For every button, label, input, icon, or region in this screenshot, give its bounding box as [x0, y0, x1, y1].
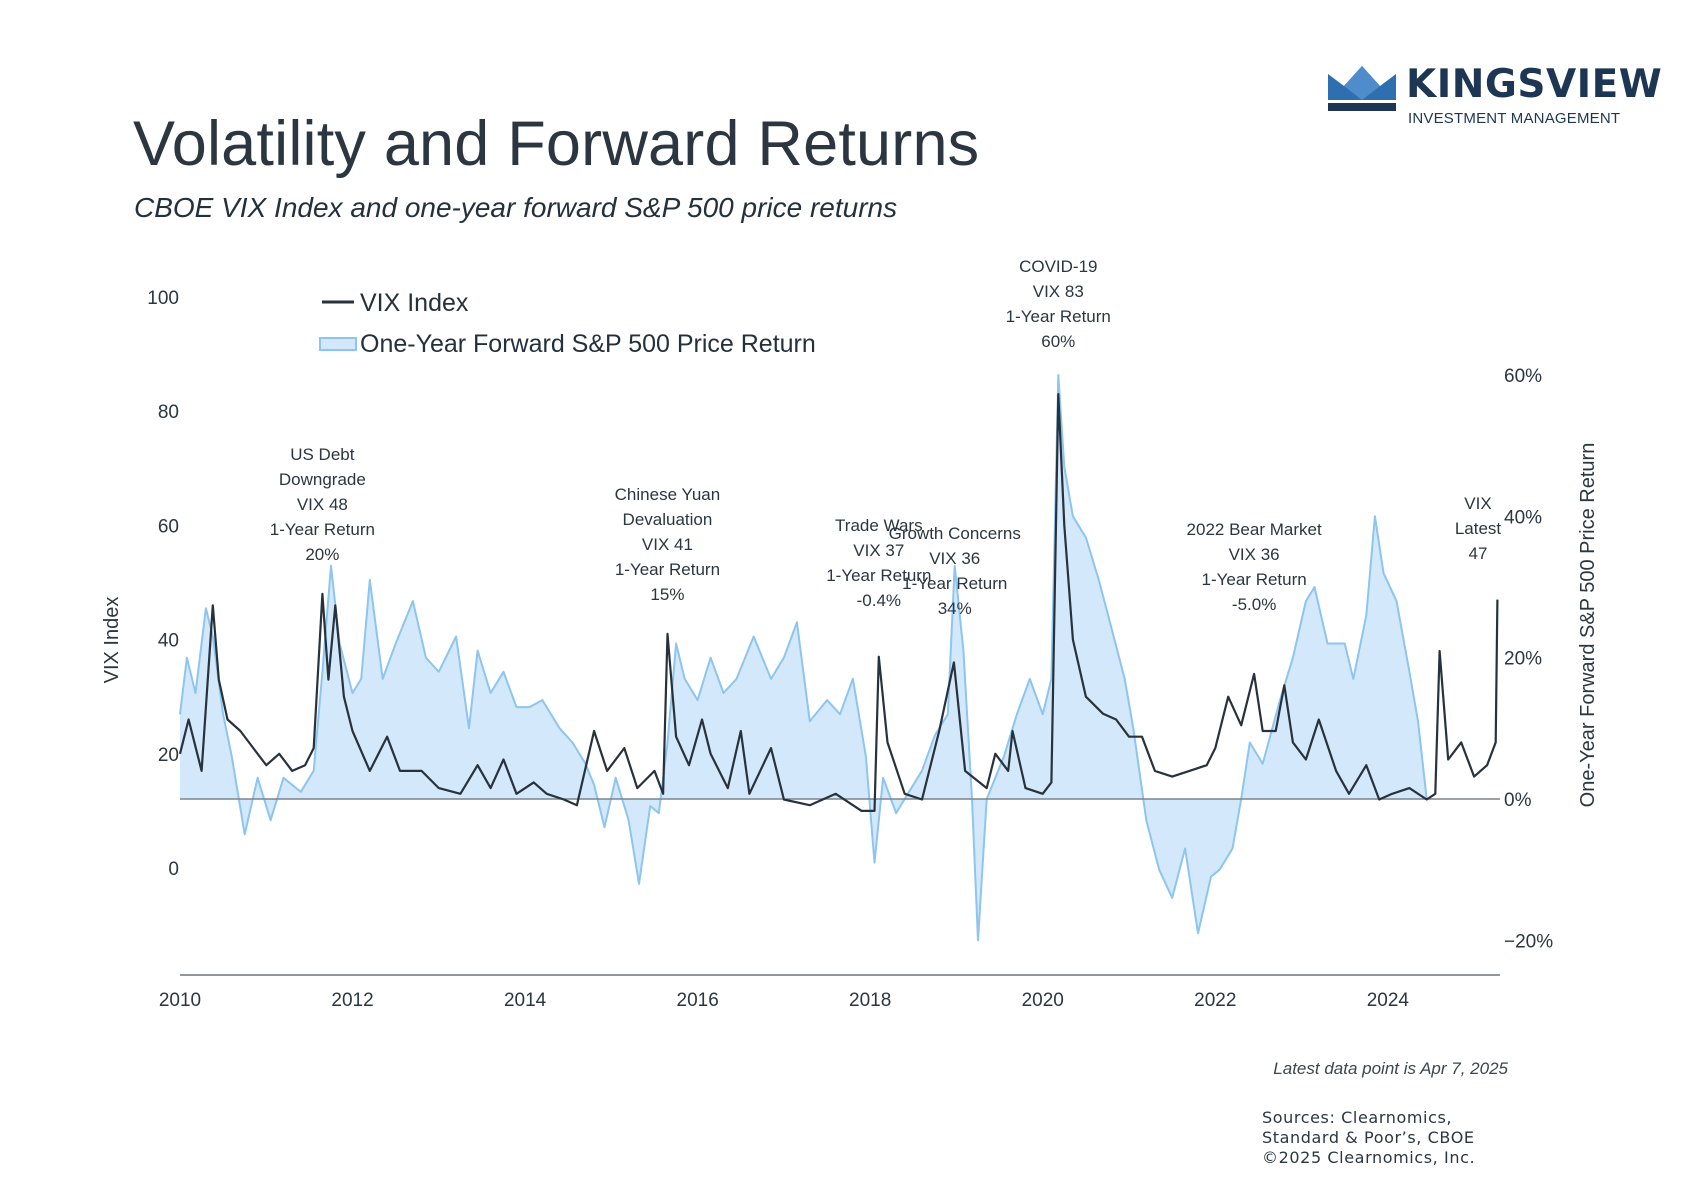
- annotation-line: VIX 36: [1229, 545, 1280, 564]
- y-right-tick-label: 60%: [1504, 366, 1542, 387]
- x-tick-label: 2024: [1367, 990, 1410, 1011]
- brand-tagline: INVESTMENT MANAGEMENT: [1408, 110, 1621, 127]
- annotation: COVID-19 VIX 83 1-Year Return 60%: [1006, 257, 1111, 351]
- y-left-tick-label: 60: [158, 516, 179, 537]
- sources-block: Sources: Clearnomics, Standard & Poor’s,…: [1262, 1108, 1475, 1168]
- annotation-line: Growth Concerns: [889, 524, 1021, 543]
- annotation-line: 1-Year Return: [615, 560, 720, 579]
- latest-data-note: Latest data point is Apr 7, 2025: [1273, 1059, 1508, 1078]
- annotation: Chinese Yuan Devaluation VIX 41 1-Year Retu…: [615, 485, 721, 604]
- y-left-tick-label: 40: [158, 631, 179, 652]
- y-right-tick-label: −20%: [1504, 931, 1553, 952]
- annotation-line: 1-Year Return: [1006, 307, 1111, 326]
- annotation-line: 2022 Bear Market: [1187, 520, 1322, 539]
- annotation-line: 1-Year Return: [270, 520, 375, 539]
- return-area: [180, 375, 1427, 941]
- y-right-tick-label: 0%: [1504, 790, 1532, 811]
- x-tick-label: 2022: [1194, 990, 1236, 1011]
- x-tick-label: 2010: [159, 990, 201, 1011]
- annotation-line: VIX 48: [297, 495, 348, 514]
- x-tick-label: 2014: [504, 990, 547, 1011]
- annotation-line: VIX 41: [642, 535, 693, 554]
- y-left-tick-label: 20: [158, 745, 179, 766]
- y-right-axis-title: One-Year Forward S&P 500 Price Return: [1577, 443, 1599, 808]
- source-line: Sources: Clearnomics,: [1262, 1108, 1453, 1127]
- annotation-line: 1-Year Return: [826, 566, 931, 585]
- page-subtitle: CBOE VIX Index and one-year forward S&P …: [134, 192, 898, 223]
- annotation-line: Chinese Yuan: [615, 485, 721, 504]
- annotation-line: 60%: [1041, 332, 1075, 351]
- y-right-tick-label: 40%: [1504, 507, 1542, 528]
- brand-name: KINGSVIEW: [1406, 62, 1663, 107]
- annotation: US Debt Downgrade VIX 48 1-Year Return 20%: [270, 445, 375, 564]
- return-line: [179, 374, 1428, 942]
- legend-swatch-return: [319, 337, 357, 351]
- annotation-line: 1-Year Return: [902, 574, 1007, 593]
- annotation-line: COVID-19: [1019, 257, 1097, 276]
- source-line: Standard & Poor’s, CBOE: [1262, 1128, 1475, 1147]
- annotation-line: 1-Year Return: [1202, 570, 1307, 589]
- annotation-line: -5.0%: [1232, 595, 1276, 614]
- annotation-line: VIX: [1464, 494, 1491, 513]
- kingsview-logo: KINGSVIEW INVESTMENT MANAGEMENT: [1326, 60, 1662, 130]
- annotation-line: Latest: [1455, 519, 1502, 538]
- annotation-line: VIX 36: [929, 549, 980, 568]
- annotation-line: 20%: [305, 545, 339, 564]
- page-title: Volatility and Forward Returns: [133, 109, 980, 179]
- x-tick-label: 2016: [677, 990, 719, 1011]
- y-left-tick-label: 0: [168, 859, 179, 880]
- x-tick-label: 2020: [1022, 990, 1064, 1011]
- vix-line: [178, 393, 1499, 812]
- y-left-tick-label: 100: [147, 288, 179, 309]
- legend-label-return: One-Year Forward S&P 500 Price Return: [360, 330, 816, 358]
- annotation-line: US Debt: [290, 445, 355, 464]
- annotation: VIX Latest 47: [1455, 494, 1502, 563]
- annotation-line: VIX 37: [853, 541, 904, 560]
- annotation-line: 34%: [938, 599, 972, 618]
- annotation: Trade Wars VIX 37 1-Year Return -0.4%: [826, 516, 931, 610]
- annotation-line: -0.4%: [857, 591, 901, 610]
- source-line: ©2025 Clearnomics, Inc.: [1262, 1148, 1476, 1167]
- crown-icon: [1328, 66, 1396, 111]
- y-left-axis-title: VIX Index: [101, 597, 123, 684]
- y-right-tick-label: 20%: [1504, 649, 1542, 670]
- x-tick-label: 2018: [849, 990, 891, 1011]
- annotation: 2022 Bear Market VIX 36 1-Year Return -5.0%: [1187, 520, 1322, 614]
- annotation-line: 47: [1469, 544, 1488, 563]
- legend-label-vix: VIX Index: [360, 289, 469, 317]
- annotation-line: Trade Wars: [835, 516, 923, 535]
- annotation: Growth Concerns VIX 36 1-Year Return 34%: [889, 524, 1021, 618]
- y-left-tick-label: 80: [158, 402, 179, 423]
- annotation-line: 15%: [650, 585, 684, 604]
- x-tick-label: 2012: [331, 990, 373, 1011]
- annotation-line: VIX 83: [1033, 282, 1084, 301]
- annotation-line: Devaluation: [623, 510, 713, 529]
- annotation-line: Downgrade: [279, 470, 366, 489]
